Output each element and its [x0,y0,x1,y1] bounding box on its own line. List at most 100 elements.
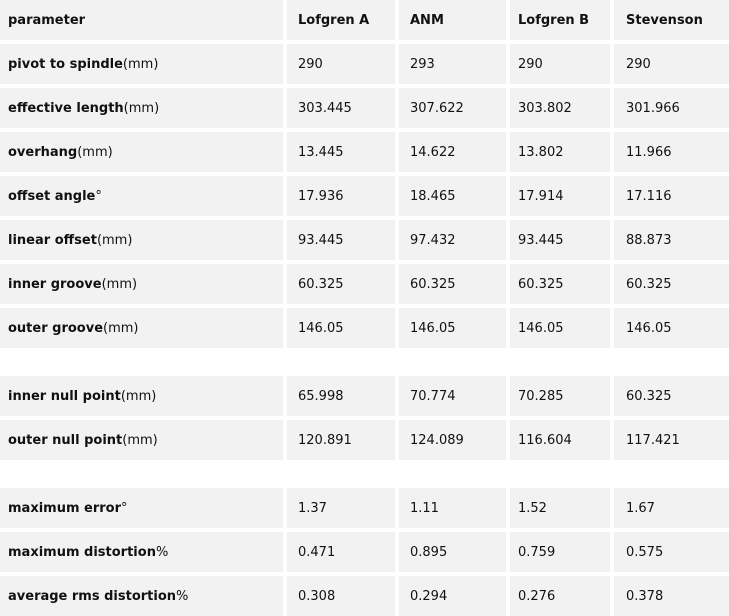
parameter-name: average rms distortion [8,588,177,604]
value-stevenson: 60.325 [614,376,729,416]
row-label: offset angle ° [0,176,283,216]
value-stevenson: 17.116 [614,176,729,216]
header-lofgren-a: Lofgren A [287,0,395,40]
table-row: average rms distortion % 0.308 0.294 0.2… [0,576,729,616]
parameter-unit: (mm) [103,320,139,336]
row-label: effective length (mm) [0,88,283,128]
parameter-unit: ° [121,500,128,516]
value-stevenson: 60.325 [614,264,729,304]
value-stevenson: 1.67 [614,488,729,528]
value-lofgren-a: 1.37 [287,488,395,528]
value-lofgren-a: 13.445 [287,132,395,172]
parameter-name: effective length [8,100,124,116]
value-anm: 307.622 [399,88,506,128]
value-anm: 0.895 [399,532,506,572]
parameter-unit: (mm) [122,432,158,448]
group-separator [0,464,729,488]
parameter-name: outer groove [8,320,104,336]
value-lofgren-b: 0.759 [510,532,610,572]
value-stevenson: 117.421 [614,420,729,460]
table-row: outer null point (mm) 120.891 124.089 11… [0,420,729,460]
group-separator [0,352,729,376]
table-row: offset angle ° 17.936 18.465 17.914 17.1… [0,176,729,216]
value-anm: 70.774 [399,376,506,416]
value-anm: 14.622 [399,132,506,172]
value-lofgren-b: 60.325 [510,264,610,304]
row-label: inner groove (mm) [0,264,283,304]
header-parameter: parameter [0,0,283,40]
row-label: outer groove (mm) [0,308,283,348]
table-row: maximum distortion % 0.471 0.895 0.759 0… [0,532,729,572]
value-stevenson: 11.966 [614,132,729,172]
value-anm: 0.294 [399,576,506,616]
row-label: maximum distortion % [0,532,283,572]
value-lofgren-b: 303.802 [510,88,610,128]
value-lofgren-b: 116.604 [510,420,610,460]
value-lofgren-a: 17.936 [287,176,395,216]
value-lofgren-a: 303.445 [287,88,395,128]
value-stevenson: 0.575 [614,532,729,572]
table-row: maximum error ° 1.37 1.11 1.52 1.67 [0,488,729,528]
parameter-name: linear offset [8,232,97,248]
table-row: inner groove (mm) 60.325 60.325 60.325 6… [0,264,729,304]
row-label: overhang (mm) [0,132,283,172]
header-stevenson: Stevenson [614,0,729,40]
parameter-unit: ° [95,188,102,204]
value-lofgren-a: 146.05 [287,308,395,348]
value-stevenson: 301.966 [614,88,729,128]
value-lofgren-a: 60.325 [287,264,395,304]
parameter-name: outer null point [8,432,123,448]
parameter-unit: (mm) [101,276,138,292]
value-lofgren-b: 290 [510,44,610,84]
value-anm: 97.432 [399,220,506,260]
value-stevenson: 88.873 [614,220,729,260]
value-lofgren-a: 0.471 [287,532,395,572]
parameter-unit: (mm) [123,100,160,116]
value-lofgren-b: 93.445 [510,220,610,260]
header-anm: ANM [399,0,506,40]
parameter-name: maximum distortion [8,544,156,560]
row-label: average rms distortion % [0,576,283,616]
value-lofgren-b: 13.802 [510,132,610,172]
parameter-unit: % [155,544,169,560]
value-lofgren-a: 0.308 [287,576,395,616]
row-label: outer null point (mm) [0,420,283,460]
value-lofgren-b: 70.285 [510,376,610,416]
parameter-unit: (mm) [96,232,133,248]
parameter-unit: (mm) [120,388,157,404]
parameter-unit: (mm) [77,144,113,160]
parameter-name: inner groove [8,276,102,292]
value-anm: 60.325 [399,264,506,304]
table-row: linear offset (mm) 93.445 97.432 93.445 … [0,220,729,260]
value-lofgren-b: 146.05 [510,308,610,348]
value-anm: 1.11 [399,488,506,528]
parameter-unit: (mm) [122,56,159,72]
parameter-name: offset angle [8,188,96,204]
value-anm: 18.465 [399,176,506,216]
parameter-name: maximum error [8,500,122,516]
table-header-row: parameter Lofgren A ANM Lofgren B Steven… [0,0,729,40]
value-stevenson: 146.05 [614,308,729,348]
parameter-name: inner null point [8,388,121,404]
value-stevenson: 0.378 [614,576,729,616]
parameter-name: pivot to spindle [8,56,123,72]
value-stevenson: 290 [614,44,729,84]
row-label: maximum error ° [0,488,283,528]
value-lofgren-b: 17.914 [510,176,610,216]
table-row: outer groove (mm) 146.05 146.05 146.05 1… [0,308,729,348]
value-anm: 124.089 [399,420,506,460]
value-lofgren-a: 93.445 [287,220,395,260]
value-lofgren-b: 0.276 [510,576,610,616]
table-row: inner null point (mm) 65.998 70.774 70.2… [0,376,729,416]
value-lofgren-a: 65.998 [287,376,395,416]
parameter-unit: % [176,588,189,604]
parameter-name: overhang [8,144,78,160]
table-row: pivot to spindle (mm) 290 293 290 290 [0,44,729,84]
value-lofgren-a: 120.891 [287,420,395,460]
value-lofgren-b: 1.52 [510,488,610,528]
table-row: overhang (mm) 13.445 14.622 13.802 11.96… [0,132,729,172]
header-lofgren-b: Lofgren B [510,0,610,40]
value-lofgren-a: 290 [287,44,395,84]
row-label: linear offset (mm) [0,220,283,260]
